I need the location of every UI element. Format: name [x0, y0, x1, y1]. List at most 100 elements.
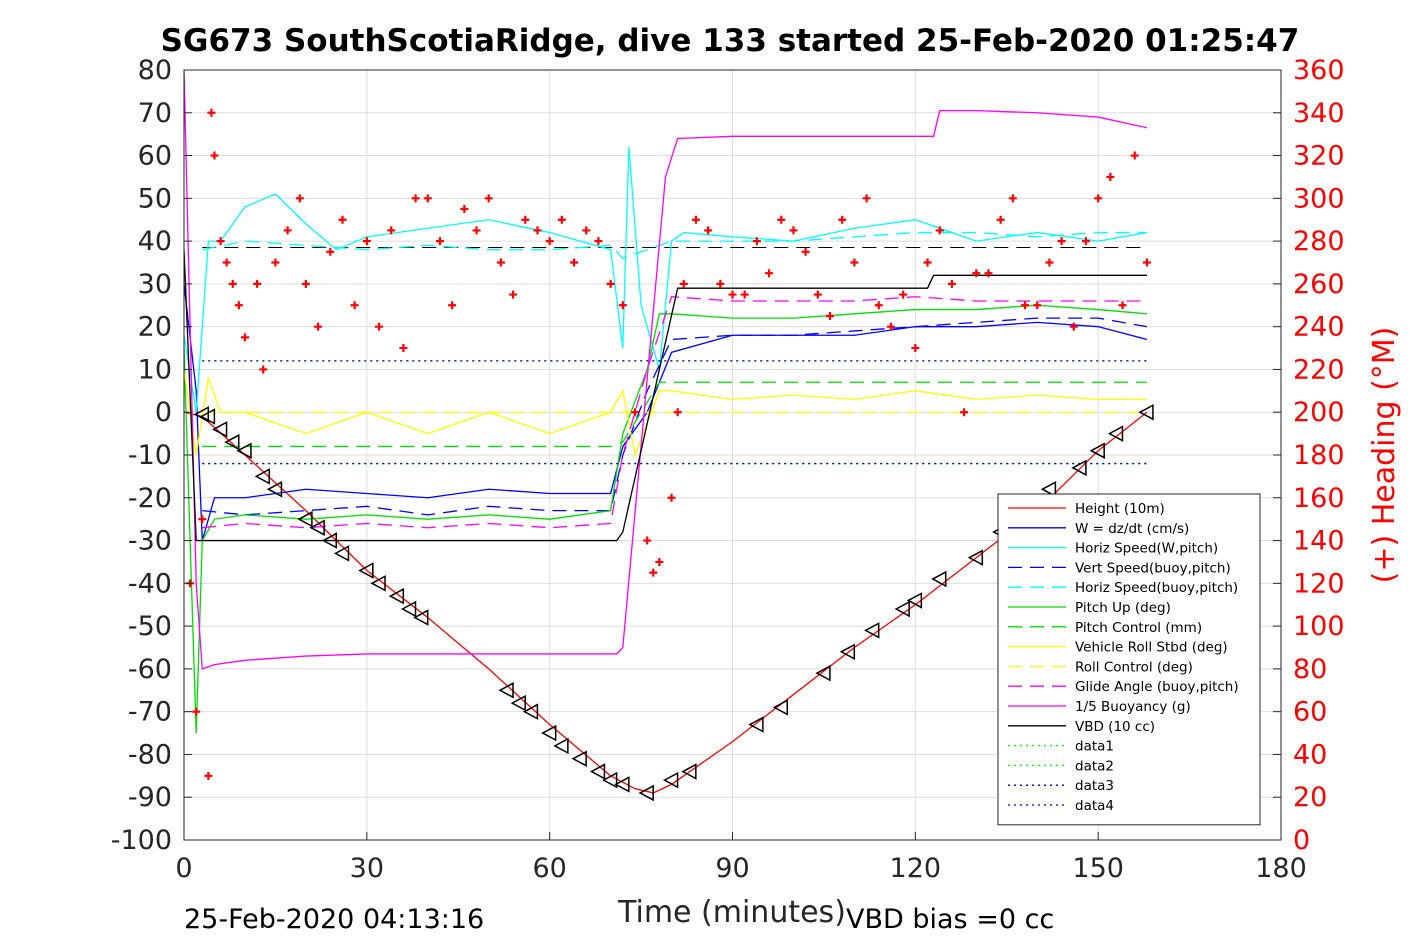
heading-marker	[521, 215, 530, 224]
left-tick-label: -100	[111, 825, 172, 856]
height-marker	[967, 549, 984, 566]
height-marker	[211, 421, 228, 438]
left-tick-label: -40	[128, 568, 172, 599]
heading-marker	[472, 226, 481, 235]
heading-marker	[362, 237, 371, 246]
height-marker	[815, 664, 831, 682]
heading-marker	[216, 237, 225, 246]
height-marker	[681, 763, 697, 780]
heading-marker	[777, 215, 786, 224]
heading-marker	[204, 771, 213, 780]
right-tick-label: 340	[1293, 98, 1345, 129]
heading-marker	[984, 269, 993, 278]
heading-marker	[509, 290, 518, 299]
heading-marker	[765, 269, 774, 278]
legend-entry: Pitch Control (mm)	[1075, 620, 1202, 636]
heading-marker	[295, 194, 304, 203]
heading-marker	[545, 237, 554, 246]
x-tick-label: 120	[890, 853, 942, 884]
heading-marker	[1118, 301, 1127, 310]
heading-marker	[850, 258, 859, 267]
left-tick-label: 50	[138, 183, 172, 214]
height-marker	[266, 480, 283, 498]
height-marker	[638, 784, 654, 802]
chart-title: SG673 SouthScotiaRidge, dive 133 started…	[161, 23, 1300, 59]
height-marker	[388, 587, 405, 605]
x-tick-label: 0	[175, 853, 192, 884]
heading-marker	[399, 344, 408, 353]
heading-marker	[1033, 301, 1042, 310]
height-marker	[224, 433, 240, 451]
left-tick-label: -30	[128, 526, 172, 557]
heading-marker	[1069, 322, 1078, 331]
heading-marker	[326, 247, 335, 256]
series-line-10	[184, 70, 1148, 670]
right-tick-label: 280	[1293, 226, 1345, 257]
right-tick-label: 180	[1293, 440, 1345, 471]
heading-marker	[301, 279, 310, 288]
heading-marker	[691, 215, 700, 224]
series-line-9	[202, 296, 1147, 529]
right-tick-label: 20	[1293, 782, 1327, 813]
heading-marker	[704, 226, 713, 235]
left-tick-label: -60	[128, 654, 172, 685]
heading-marker	[862, 194, 871, 203]
heading-marker	[350, 301, 359, 310]
x-tick-label: 30	[350, 853, 384, 884]
left-tick-label: -70	[128, 697, 172, 728]
heading-marker	[228, 279, 237, 288]
height-marker	[309, 519, 325, 536]
height-marker	[370, 575, 386, 592]
right-tick-label: 320	[1293, 141, 1345, 172]
x-tick-label: 180	[1255, 853, 1307, 884]
heading-marker	[874, 301, 883, 310]
right-tick-label: 40	[1293, 739, 1327, 770]
right-tick-label: 120	[1293, 568, 1345, 599]
right-axis: 3603403203002802602402202001801601401201…	[1273, 55, 1345, 856]
heading-marker	[960, 408, 969, 417]
heading-marker	[207, 108, 216, 117]
left-tick-label: -10	[128, 440, 172, 471]
heading-marker	[801, 247, 810, 256]
heading-marker	[679, 279, 688, 288]
heading-marker	[253, 279, 262, 288]
heading-marker	[387, 226, 396, 235]
right-tick-label: 160	[1293, 483, 1345, 514]
heading-marker	[423, 194, 432, 203]
height-marker	[254, 468, 270, 485]
height-marker	[236, 442, 252, 459]
heading-marker	[533, 226, 542, 235]
height-marker	[333, 545, 350, 562]
heading-marker	[1045, 258, 1054, 267]
series-line-4	[202, 231, 1147, 259]
legend-entry: Vert Speed(buoy,pitch)	[1075, 560, 1231, 576]
heading-marker	[716, 279, 725, 288]
legend-entry: Height (10m)	[1075, 501, 1165, 517]
legend-entry: W = dz/dt (cm/s)	[1075, 521, 1189, 537]
heading-marker	[899, 290, 908, 299]
heading-marker	[728, 290, 737, 299]
legend-entry: Horiz Speed(W,pitch)	[1075, 541, 1218, 557]
heading-marker	[789, 226, 798, 235]
legend-entry: 1/5 Buoyancy (g)	[1075, 699, 1191, 715]
legend-entry: Pitch Up (deg)	[1075, 600, 1171, 616]
heading-marker	[283, 226, 292, 235]
heading-marker	[838, 215, 847, 224]
heading-marker	[643, 536, 652, 545]
height-marker	[602, 771, 618, 789]
heading-marker	[338, 215, 347, 224]
height-marker	[1071, 459, 1087, 477]
left-tick-label: 70	[138, 98, 172, 129]
left-tick-label: 40	[138, 226, 172, 257]
height-marker	[1138, 403, 1154, 421]
legend-entry: VBD (10 cc)	[1075, 719, 1155, 735]
right-tick-label: 100	[1293, 611, 1345, 642]
left-tick-label: 80	[138, 55, 172, 86]
heading-marker	[557, 215, 566, 224]
heading-marker	[496, 258, 505, 267]
heading-marker	[649, 568, 658, 577]
heading-marker	[1094, 194, 1103, 203]
heading-marker	[460, 205, 469, 214]
height-marker	[400, 600, 417, 618]
